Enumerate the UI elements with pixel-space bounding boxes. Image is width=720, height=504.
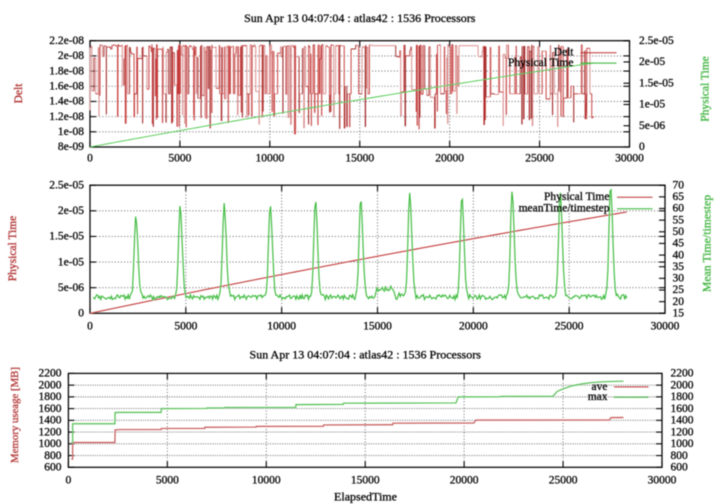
svg-text:5000: 5000 — [156, 475, 179, 487]
svg-text:Physical Time: Physical Time — [7, 216, 19, 282]
svg-text:10000: 10000 — [267, 321, 296, 333]
svg-text:1e-05: 1e-05 — [58, 256, 84, 268]
svg-text:1600: 1600 — [671, 403, 694, 415]
svg-text:1e-08: 1e-08 — [58, 126, 84, 138]
svg-text:ElapsedTime: ElapsedTime — [334, 490, 397, 504]
svg-text:0: 0 — [87, 321, 93, 333]
svg-text:Physical Time: Physical Time — [700, 56, 712, 122]
svg-text:25: 25 — [673, 284, 685, 296]
svg-text:600: 600 — [44, 462, 62, 474]
svg-text:15: 15 — [673, 308, 685, 320]
svg-text:1.4e-08: 1.4e-08 — [49, 96, 84, 108]
svg-text:Delt: Delt — [13, 83, 25, 104]
svg-text:20000: 20000 — [435, 153, 464, 165]
svg-text:Sun Apr 13 04:07:04 : atlas42: Sun Apr 13 04:07:04 : atlas42 : 1536 Pro… — [250, 348, 482, 362]
svg-text:800: 800 — [44, 450, 62, 462]
svg-text:45: 45 — [673, 238, 685, 250]
svg-text:1600: 1600 — [39, 403, 62, 415]
svg-text:65: 65 — [673, 191, 685, 203]
svg-text:2200: 2200 — [671, 368, 694, 380]
svg-text:70: 70 — [673, 179, 685, 191]
svg-text:Sun Apr 13 04:07:04 : atlas42: Sun Apr 13 04:07:04 : atlas42 : 1536 Pro… — [244, 11, 476, 25]
svg-text:1e-05: 1e-05 — [639, 99, 665, 111]
svg-text:20: 20 — [673, 296, 685, 308]
svg-text:1000: 1000 — [671, 438, 694, 450]
svg-text:25000: 25000 — [525, 153, 554, 165]
svg-text:20000: 20000 — [450, 475, 479, 487]
svg-text:2e-08: 2e-08 — [58, 50, 84, 62]
svg-text:2.2e-08: 2.2e-08 — [49, 35, 84, 47]
svg-text:0: 0 — [87, 153, 93, 165]
svg-text:1400: 1400 — [39, 415, 62, 427]
svg-text:1200: 1200 — [671, 426, 694, 438]
svg-text:Delt: Delt — [554, 47, 575, 59]
svg-text:1.5e-05: 1.5e-05 — [639, 77, 674, 89]
svg-text:1.6e-08: 1.6e-08 — [49, 80, 84, 92]
svg-text:2.5e-05: 2.5e-05 — [49, 179, 84, 191]
svg-text:800: 800 — [671, 450, 689, 462]
svg-text:50: 50 — [673, 226, 685, 238]
svg-text:2200: 2200 — [39, 368, 62, 380]
svg-text:5000: 5000 — [168, 153, 191, 165]
svg-text:0: 0 — [78, 308, 84, 320]
svg-text:Memory useage [MB]: Memory useage [MB] — [9, 367, 21, 463]
svg-text:2e-05: 2e-05 — [639, 56, 665, 68]
svg-text:55: 55 — [673, 214, 685, 226]
svg-text:30000: 30000 — [648, 475, 677, 487]
svg-text:1.2e-08: 1.2e-08 — [49, 111, 84, 123]
svg-text:2e-05: 2e-05 — [58, 205, 84, 217]
svg-text:35: 35 — [673, 261, 685, 273]
svg-text:25000: 25000 — [549, 475, 578, 487]
svg-text:60: 60 — [673, 203, 685, 215]
svg-text:30000: 30000 — [615, 153, 644, 165]
svg-text:meanTime/timestep: meanTime/timestep — [519, 203, 610, 215]
svg-text:2.5e-05: 2.5e-05 — [639, 35, 674, 47]
svg-text:Physical Time: Physical Time — [508, 57, 574, 69]
svg-text:1400: 1400 — [671, 415, 694, 427]
svg-text:1.5e-05: 1.5e-05 — [49, 231, 84, 243]
svg-text:2000: 2000 — [39, 379, 62, 391]
svg-text:Mean Time/timestep: Mean Time/timestep — [700, 195, 714, 292]
svg-text:5e-06: 5e-06 — [58, 282, 84, 294]
svg-text:10000: 10000 — [252, 475, 281, 487]
svg-text:15000: 15000 — [363, 321, 392, 333]
svg-text:2000: 2000 — [671, 379, 694, 391]
svg-text:1800: 1800 — [39, 391, 62, 403]
svg-text:15000: 15000 — [345, 153, 374, 165]
svg-text:20000: 20000 — [459, 321, 488, 333]
svg-text:25000: 25000 — [555, 321, 584, 333]
svg-text:1.8e-08: 1.8e-08 — [49, 65, 84, 77]
svg-text:0: 0 — [639, 141, 645, 153]
svg-text:5e-06: 5e-06 — [639, 120, 665, 132]
svg-text:1200: 1200 — [39, 426, 62, 438]
svg-text:1800: 1800 — [671, 391, 694, 403]
svg-text:1000: 1000 — [39, 438, 62, 450]
svg-text:40: 40 — [673, 249, 685, 261]
svg-text:ave: ave — [592, 381, 608, 393]
svg-text:5000: 5000 — [174, 321, 197, 333]
svg-text:Physical Time: Physical Time — [544, 191, 610, 203]
svg-text:8e-09: 8e-09 — [58, 141, 84, 153]
svg-text:15000: 15000 — [351, 475, 380, 487]
svg-text:30: 30 — [673, 273, 685, 285]
svg-text:600: 600 — [671, 462, 689, 474]
svg-text:0: 0 — [66, 475, 72, 487]
svg-text:max: max — [588, 391, 608, 403]
svg-text:10000: 10000 — [255, 153, 284, 165]
svg-text:30000: 30000 — [651, 321, 680, 333]
